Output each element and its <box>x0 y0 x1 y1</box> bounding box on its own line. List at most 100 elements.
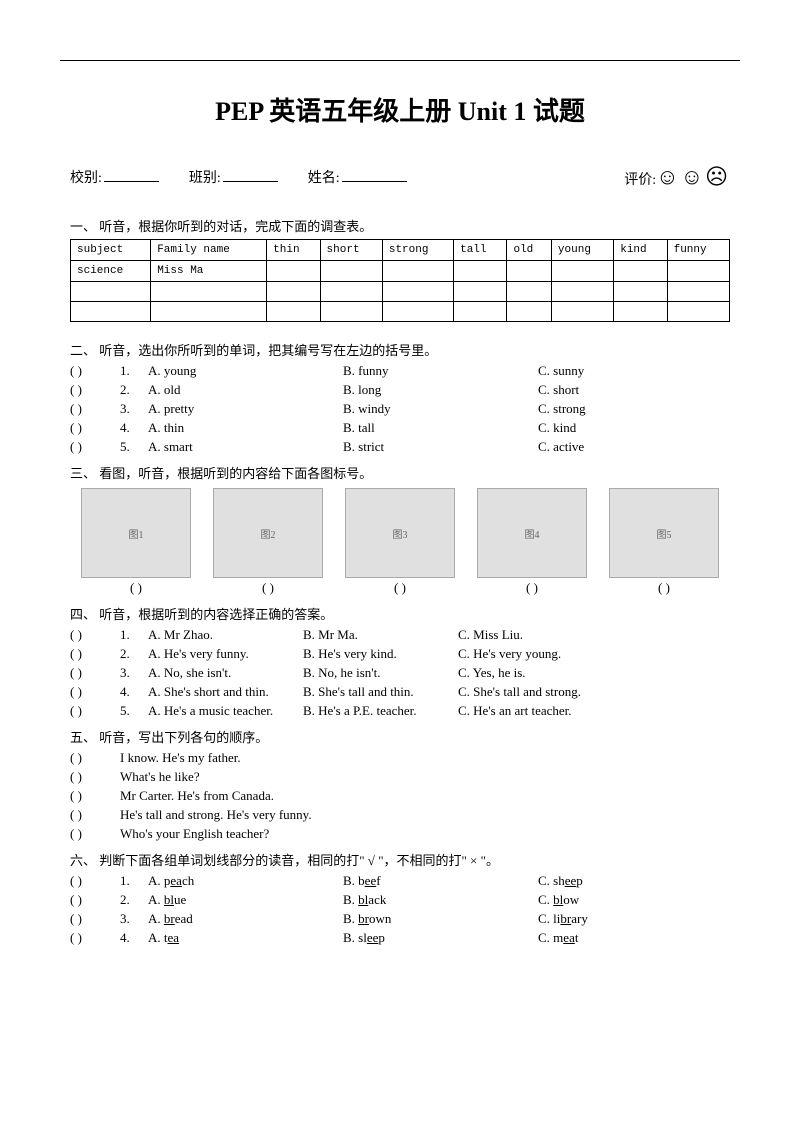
option-a: A. pretty <box>148 401 343 417</box>
cell[interactable] <box>454 282 507 302</box>
answer-paren[interactable]: ( ) <box>70 703 120 719</box>
sec3-head: 三、 看图，听音，根据听到的内容给下面各图标号。 <box>70 463 730 482</box>
answer-paren[interactable]: ( ) <box>70 750 120 766</box>
option-b: B. windy <box>343 401 538 417</box>
cell[interactable] <box>667 282 729 302</box>
answer-paren[interactable]: ( ) <box>70 892 120 908</box>
answer-paren[interactable]: ( ) <box>70 363 120 379</box>
rating-label: 评价: <box>624 169 656 189</box>
question-row: ( )4.A. thinB. tallC. kind <box>70 420 730 436</box>
cell[interactable] <box>454 261 507 282</box>
cell[interactable] <box>614 302 667 322</box>
option-c: C. library <box>538 911 730 927</box>
cell: science <box>71 261 151 282</box>
cell[interactable] <box>614 261 667 282</box>
th-funny: funny <box>667 240 729 261</box>
option-b: B. brown <box>343 911 538 927</box>
option-c: C. Miss Liu. <box>458 627 730 643</box>
answer-paren[interactable]: ( ) <box>70 769 120 785</box>
page-title: PEP 英语五年级上册 Unit 1 试题 <box>70 91 730 128</box>
answer-paren[interactable]: ( ) <box>70 665 120 681</box>
q-num: 3. <box>120 401 148 417</box>
answer-paren[interactable]: ( ) <box>70 930 120 946</box>
answer-paren[interactable]: ( ) <box>70 807 120 823</box>
option-c: C. sunny <box>538 363 730 379</box>
cell[interactable] <box>382 282 453 302</box>
question-row: ( )3.A. prettyB. windyC. strong <box>70 401 730 417</box>
question-row: ( )1.A. Mr Zhao.B. Mr Ma.C. Miss Liu. <box>70 627 730 643</box>
answer-paren[interactable]: ( ) <box>70 788 120 804</box>
cell[interactable] <box>71 302 151 322</box>
option-b: B. black <box>343 892 538 908</box>
option-b: B. No, he isn't. <box>303 665 458 681</box>
school-blank[interactable] <box>104 168 159 182</box>
answer-paren[interactable]: ( ) <box>70 684 120 700</box>
cell[interactable] <box>667 261 729 282</box>
q-num: 1. <box>120 627 148 643</box>
option-c: C. He's an art teacher. <box>458 703 730 719</box>
question-row: ( )1.A. youngB. funnyC. sunny <box>70 363 730 379</box>
option-b: B. Mr Ma. <box>303 627 458 643</box>
name-blank[interactable] <box>342 168 407 182</box>
cell[interactable] <box>551 302 613 322</box>
q-num: 4. <box>120 684 148 700</box>
cell[interactable] <box>551 261 613 282</box>
cell[interactable] <box>267 282 320 302</box>
sec1-head: 一、 听音，根据你听到的对话，完成下面的调查表。 <box>70 216 730 235</box>
class-blank[interactable] <box>223 168 278 182</box>
q-num: 5. <box>120 439 148 455</box>
cell[interactable] <box>507 282 551 302</box>
sentence-text: Mr Carter. He's from Canada. <box>120 788 274 804</box>
answer-paren[interactable]: ( ) <box>70 826 120 842</box>
sec5-head: 五、 听音，写出下列各句的顺序。 <box>70 727 730 746</box>
cell[interactable] <box>151 302 267 322</box>
th-short: short <box>320 240 382 261</box>
option-c: C. She's tall and strong. <box>458 684 730 700</box>
answer-paren[interactable]: ( ) <box>70 439 120 455</box>
cell[interactable] <box>382 261 453 282</box>
option-a: A. old <box>148 382 343 398</box>
option-b: B. strict <box>343 439 538 455</box>
option-a: A. tea <box>148 930 343 946</box>
cell[interactable] <box>320 302 382 322</box>
q-num: 4. <box>120 420 148 436</box>
answer-paren[interactable]: ( ) <box>70 420 120 436</box>
option-b: B. tall <box>343 420 538 436</box>
class-label: 班别: <box>189 167 221 187</box>
option-a: A. She's short and thin. <box>148 684 303 700</box>
img-paren[interactable]: ( ) <box>213 580 323 596</box>
option-c: C. active <box>538 439 730 455</box>
cell[interactable] <box>614 282 667 302</box>
cell[interactable] <box>320 282 382 302</box>
th-subject: subject <box>71 240 151 261</box>
option-a: A. young <box>148 363 343 379</box>
cell[interactable] <box>151 282 267 302</box>
answer-paren[interactable]: ( ) <box>70 627 120 643</box>
img-paren[interactable]: ( ) <box>609 580 719 596</box>
cell[interactable] <box>267 261 320 282</box>
cell[interactable] <box>320 261 382 282</box>
cell[interactable] <box>507 302 551 322</box>
cell[interactable] <box>267 302 320 322</box>
img-paren[interactable]: ( ) <box>477 580 587 596</box>
cell[interactable] <box>551 282 613 302</box>
answer-paren[interactable]: ( ) <box>70 873 120 889</box>
cell: Miss Ma <box>151 261 267 282</box>
cell[interactable] <box>454 302 507 322</box>
image-row: 图1 图2 图3 图4 图5 <box>70 488 730 578</box>
answer-paren[interactable]: ( ) <box>70 646 120 662</box>
option-a: A. Mr Zhao. <box>148 627 303 643</box>
cell[interactable] <box>382 302 453 322</box>
option-c: C. Yes, he is. <box>458 665 730 681</box>
sentence-row: ( )Who's your English teacher? <box>70 826 730 842</box>
cell[interactable] <box>667 302 729 322</box>
img-paren[interactable]: ( ) <box>81 580 191 596</box>
question-row: ( )3.A. No, she isn't.B. No, he isn't.C.… <box>70 665 730 681</box>
answer-paren[interactable]: ( ) <box>70 911 120 927</box>
cell[interactable] <box>71 282 151 302</box>
question-row: ( )1.A. peachB. beefC. sheep <box>70 873 730 889</box>
answer-paren[interactable]: ( ) <box>70 382 120 398</box>
answer-paren[interactable]: ( ) <box>70 401 120 417</box>
cell[interactable] <box>507 261 551 282</box>
img-paren[interactable]: ( ) <box>345 580 455 596</box>
